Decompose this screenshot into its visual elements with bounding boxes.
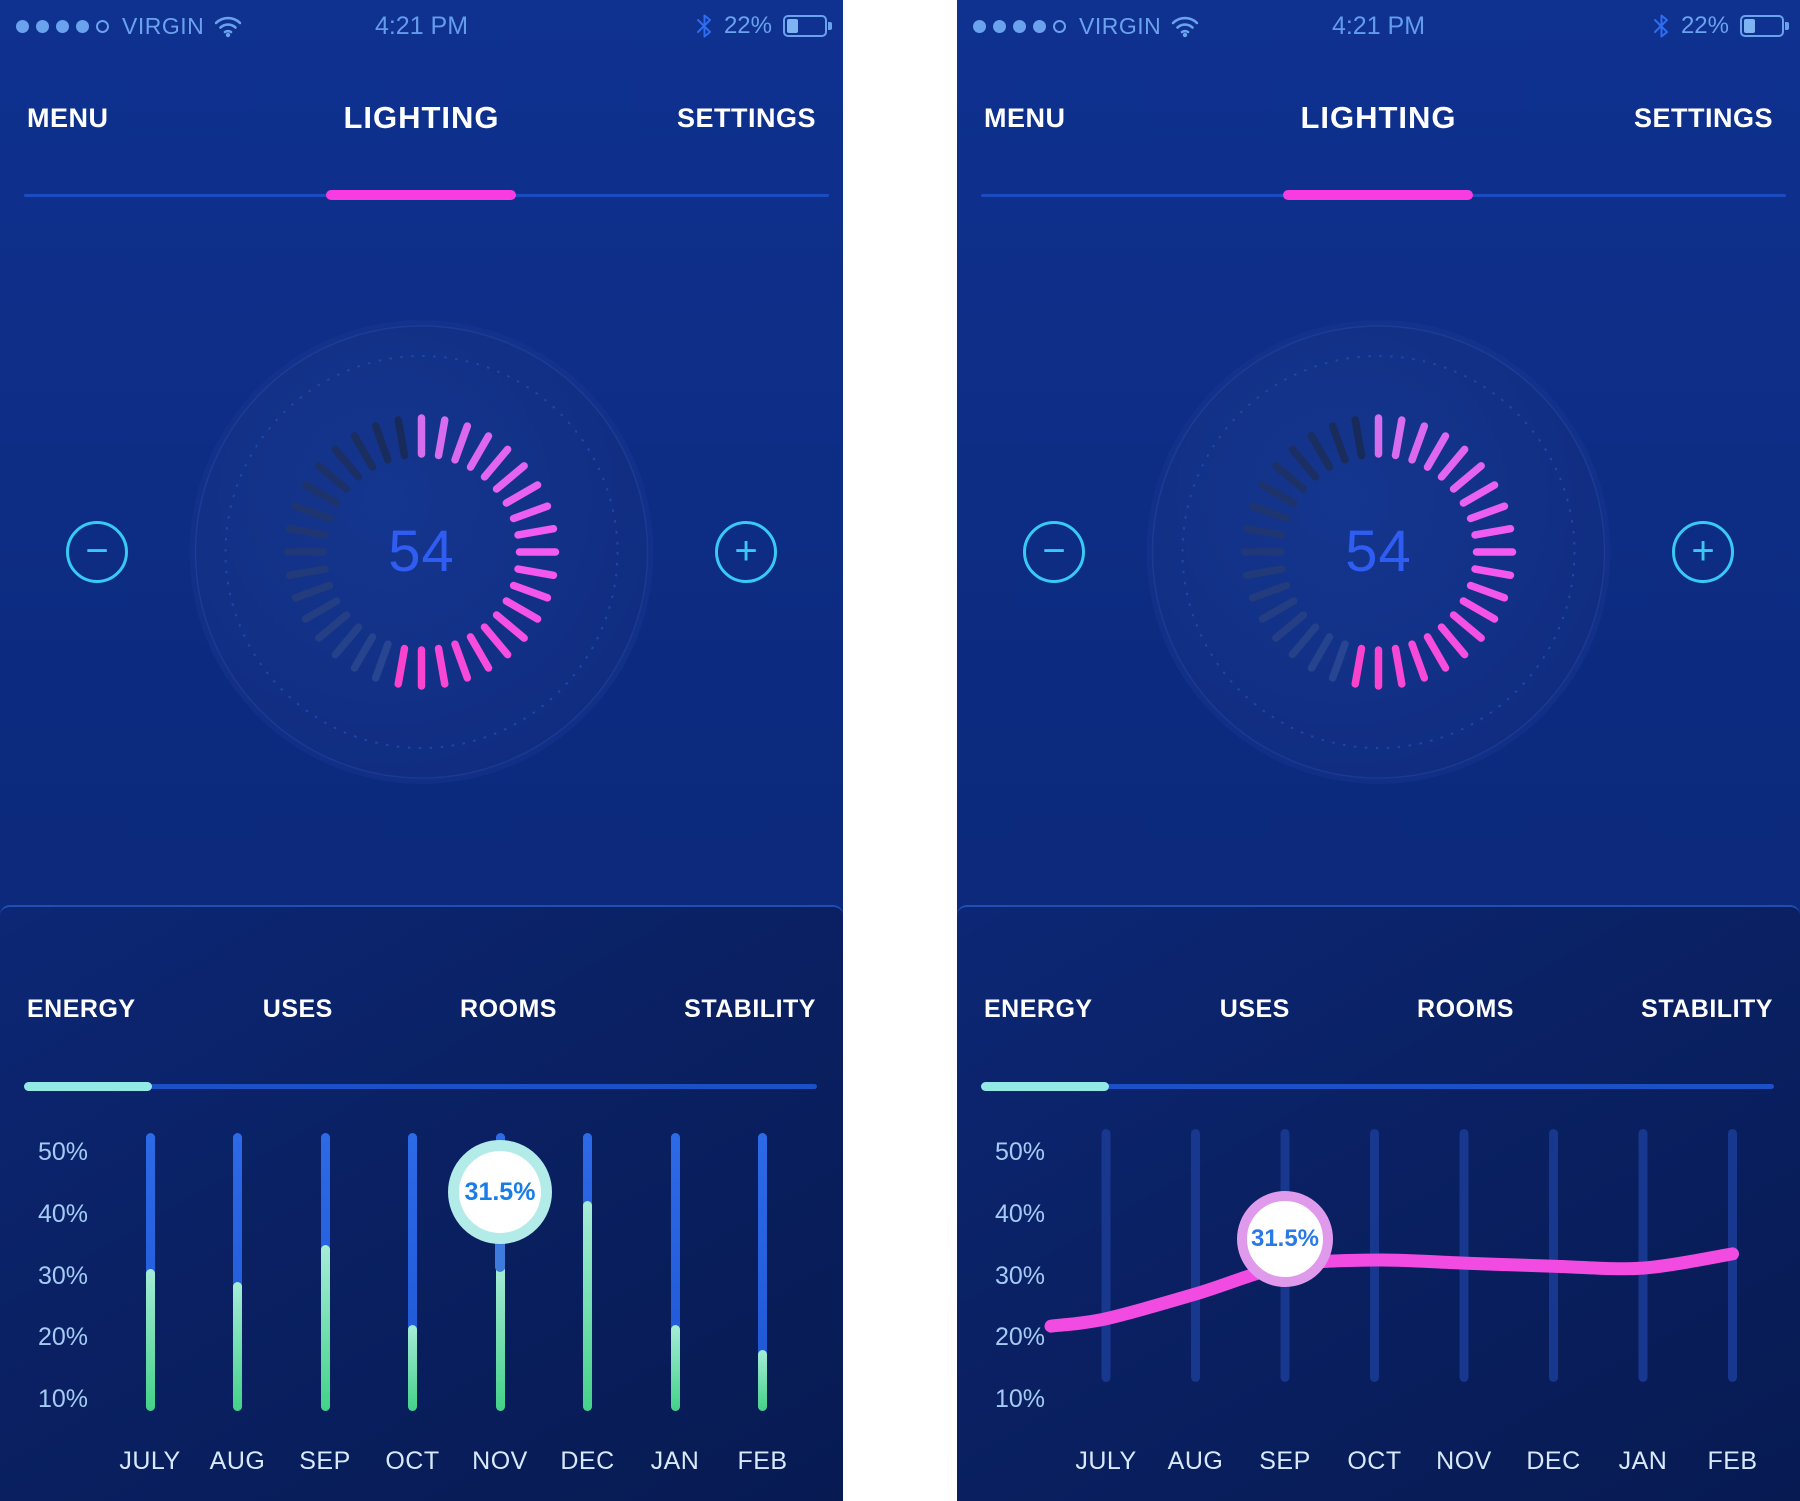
month-label: NOV (472, 1447, 528, 1475)
y-axis-label: 30% (38, 1261, 89, 1290)
battery-icon (783, 15, 832, 37)
month-label: JAN (650, 1447, 700, 1475)
settings-button[interactable]: SETTINGS (676, 102, 816, 133)
month-label: FEB (737, 1447, 788, 1475)
tab-stability[interactable]: STABILITY (684, 995, 816, 1023)
phone-screen-left: VIRGIN 4:21 PM 22% MENU LIGHTING SETTING… (0, 0, 843, 1501)
decrease-button[interactable]: − (1023, 521, 1085, 583)
page-title: LIGHTING (1300, 100, 1457, 135)
brightness-dial[interactable] (957, 0, 1800, 905)
page-title: LIGHTING (343, 100, 500, 135)
month-label: JULY (119, 1447, 181, 1475)
bar-fill (320, 1244, 330, 1412)
clock: 4:21 PM (374, 11, 469, 40)
bluetooth-icon (1653, 14, 1668, 38)
status-bar: VIRGIN 4:21 PM 22% (957, 0, 1800, 52)
bar-fill (758, 1349, 767, 1412)
settings-button[interactable]: SETTINGS (1633, 102, 1773, 133)
month-label: JAN (1618, 1447, 1668, 1475)
tab-rooms[interactable]: ROOMS (1417, 995, 1514, 1023)
nav-bar: MENU LIGHTING SETTINGS (0, 100, 843, 136)
month-label: AUG (1167, 1447, 1224, 1475)
bluetooth-icon (696, 14, 711, 38)
battery-percent-label: 22% (723, 12, 772, 39)
bar-fill (145, 1269, 155, 1412)
dial-value: 54 (1345, 519, 1412, 584)
bar-track (670, 1133, 680, 1412)
bar-chart: 50% 40% 30% 20% 10% JULY AUG SEP OCT NOV DEC JAN FEB… (0, 907, 843, 1501)
menu-button[interactable]: MENU (27, 102, 109, 133)
bar-fill (495, 1266, 505, 1412)
signal-strength-icon (973, 19, 1066, 33)
tab-uses[interactable]: USES (262, 995, 333, 1023)
value-badge: 31.5% (1237, 1191, 1333, 1287)
signal-strength-icon (16, 19, 109, 33)
carrier-label: VIRGIN (122, 12, 205, 39)
badge-value-label: 31.5% (464, 1177, 536, 1206)
battery-icon (1740, 15, 1789, 37)
bottom-sheet: ENERGY USES ROOMS STABILITY 50% 40% 30% 20%… (957, 905, 1800, 1501)
nav-bar: MENU LIGHTING SETTINGS (957, 100, 1800, 136)
month-label: AUG (209, 1447, 266, 1475)
phone-screen-right: VIRGIN 4:21 PM 22% MENU LIGHTING SETTING… (957, 0, 1800, 1501)
month-label: DEC (1526, 1447, 1581, 1475)
bar-fill (233, 1281, 242, 1412)
month-label: SEP (1259, 1447, 1311, 1475)
bottom-sheet: ENERGY USES ROOMS STABILITY 50% 40% 30% 20%… (0, 905, 843, 1501)
nav-active-indicator (326, 190, 516, 200)
trend-line (1044, 1247, 1739, 1333)
bar-track (408, 1133, 417, 1412)
tab-uses[interactable]: USES (1219, 995, 1290, 1023)
tab-energy[interactable]: ENERGY (984, 995, 1093, 1023)
decrease-button[interactable]: − (66, 521, 128, 583)
month-label: FEB (1707, 1447, 1758, 1475)
bar-track (758, 1133, 767, 1412)
badge-stem (495, 1234, 505, 1273)
line-chart: 50% 40% 30% 20% 10% JULY AUG SEP OCT NOV DEC JAN FEB… (957, 907, 1800, 1501)
increase-button[interactable]: + (715, 521, 777, 583)
month-label: OCT (1347, 1447, 1402, 1475)
battery-percent-label: 22% (1680, 12, 1729, 39)
tab-energy[interactable]: ENERGY (27, 995, 136, 1023)
bar-track (233, 1133, 242, 1412)
sheet-tabs: ENERGY USES ROOMS STABILITY (0, 995, 843, 1024)
y-axis-label: 10% (995, 1385, 1046, 1413)
y-axis-label: 30% (995, 1261, 1046, 1290)
tab-divider (981, 1084, 1774, 1089)
wifi-icon (1171, 16, 1199, 38)
month-label: SEP (299, 1447, 351, 1475)
badge-value-label: 31.5% (1250, 1225, 1320, 1252)
tab-rooms[interactable]: ROOMS (460, 995, 557, 1023)
y-axis-label: 40% (995, 1199, 1046, 1228)
brightness-dial[interactable] (0, 0, 843, 905)
y-axis-label: 20% (38, 1323, 89, 1352)
y-axis-label: 50% (995, 1138, 1046, 1166)
month-label: OCT (385, 1447, 440, 1475)
carrier-label: VIRGIN (1079, 12, 1162, 39)
menu-button[interactable]: MENU (984, 102, 1066, 133)
wifi-icon (214, 16, 242, 38)
month-label: DEC (560, 1447, 615, 1475)
bar-fill (670, 1324, 680, 1412)
tab-active-indicator (24, 1082, 152, 1091)
bar-fill (583, 1201, 592, 1412)
y-axis-label: 10% (38, 1385, 89, 1413)
clock: 4:21 PM (1331, 11, 1426, 40)
sheet-tabs: ENERGY USES ROOMS STABILITY (957, 995, 1800, 1024)
increase-button[interactable]: + (1672, 521, 1734, 583)
tab-stability[interactable]: STABILITY (1641, 995, 1773, 1023)
y-axis-label: 20% (995, 1323, 1046, 1352)
month-label: NOV (1436, 1447, 1492, 1475)
tab-active-indicator (981, 1082, 1109, 1091)
bar-fill (408, 1324, 417, 1412)
tab-divider (24, 1084, 817, 1089)
month-label: JULY (1075, 1447, 1137, 1475)
dial-value: 54 (388, 519, 455, 584)
nav-active-indicator (1283, 190, 1473, 200)
value-badge: 31.5% (448, 1140, 552, 1244)
line-chart-canvas (1044, 1128, 1739, 1382)
y-axis-label: 40% (38, 1199, 89, 1228)
y-axis-label: 50% (38, 1138, 89, 1166)
status-bar: VIRGIN 4:21 PM 22% (0, 0, 843, 52)
